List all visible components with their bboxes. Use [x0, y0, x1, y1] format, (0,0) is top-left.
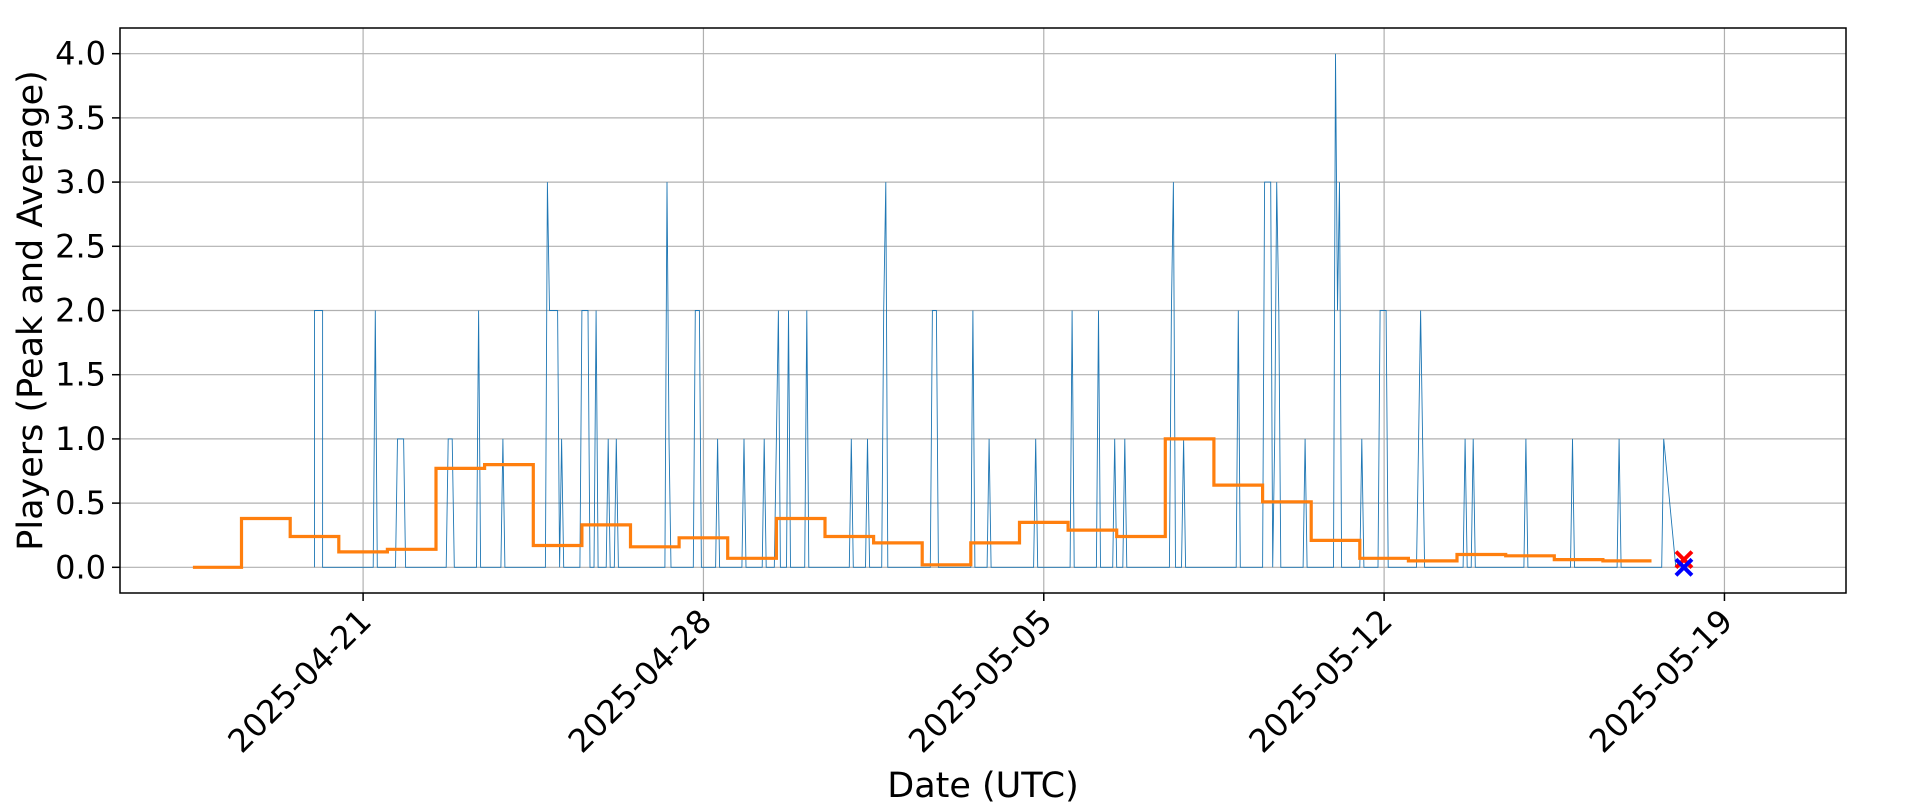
markers-layer [1674, 550, 1694, 577]
end-marker-x [1674, 557, 1694, 577]
y-tick-label: 0.0 [55, 548, 106, 586]
x-axis-label: Date (UTC) [887, 766, 1078, 806]
y-tick-label: 2.5 [55, 227, 106, 265]
x-ticks: 2025-04-21 2025-04-28 2025-05-05 2025-05-12… [220, 593, 1740, 760]
y-tick-label: 0.5 [55, 484, 106, 522]
y-tick-label: 3.0 [55, 163, 106, 201]
x-tick-label: 2025-05-19 [1582, 602, 1740, 760]
x-tick-label: 2025-05-12 [1241, 602, 1399, 760]
y-tick-label: 3.5 [55, 99, 106, 137]
y-tick-label: 2.0 [55, 292, 106, 330]
end-marker-x [1674, 550, 1694, 570]
grid [120, 28, 1846, 593]
x-tick-label: 2025-05-05 [901, 602, 1059, 760]
average-players-step-line [192, 437, 1652, 569]
y-tick-label: 1.0 [55, 420, 106, 458]
y-axis-label: Players (Peak and Average) [11, 70, 51, 551]
y-tick-label: 4.0 [55, 35, 106, 73]
y-ticks: 0.0 0.5 1.0 1.5 2.0 2.5 3.0 3.5 4.0 [55, 35, 120, 586]
series-layer [192, 53, 1677, 569]
x-tick-label: 2025-04-21 [220, 602, 378, 760]
y-tick-label: 1.5 [55, 356, 106, 394]
peak-players-line [314, 53, 1677, 568]
x-tick-label: 2025-04-28 [561, 602, 719, 760]
